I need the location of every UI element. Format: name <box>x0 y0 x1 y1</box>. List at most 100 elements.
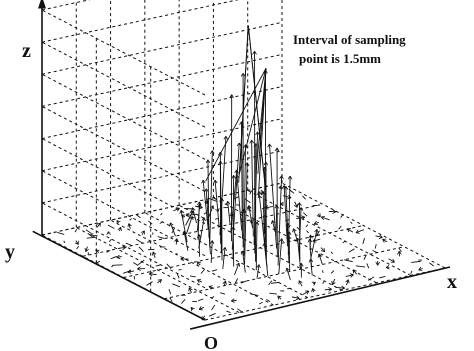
field-vector-head <box>301 215 305 218</box>
field-vector <box>293 228 299 245</box>
field-vector <box>86 236 95 239</box>
field-vector <box>324 288 332 291</box>
field-vector <box>235 288 238 293</box>
field-vector <box>176 273 180 279</box>
field-vector-head <box>270 220 273 225</box>
grid-line <box>41 105 206 192</box>
field-vector-head <box>278 185 283 189</box>
field-vector <box>159 221 164 224</box>
field-vector <box>172 283 181 288</box>
field-vector <box>185 210 194 226</box>
field-vector-head <box>241 208 245 212</box>
field-vector-head <box>227 201 231 205</box>
field-vector <box>250 293 259 296</box>
grid-line <box>144 212 309 299</box>
field-vector-head <box>277 295 282 298</box>
field-vector <box>219 136 227 236</box>
field-vector <box>205 67 267 182</box>
field-vector <box>429 262 435 267</box>
field-vector-head <box>212 205 215 210</box>
field-vector <box>208 286 214 289</box>
field-vector <box>268 280 273 286</box>
field-vector-head <box>149 271 153 275</box>
grid-line <box>281 182 446 269</box>
field-vector-head <box>169 222 171 227</box>
field-vector-head <box>152 251 157 255</box>
field-vector-head <box>209 205 214 209</box>
field-vector-head <box>265 161 269 166</box>
field-vector <box>266 299 271 302</box>
field-vector <box>239 213 243 217</box>
field-vector-head <box>177 207 180 212</box>
field-vector <box>298 207 302 253</box>
field-vector-head <box>321 215 325 218</box>
field-vector-head <box>238 262 241 267</box>
field-vector-head <box>235 262 240 266</box>
field-vector-head <box>201 217 205 221</box>
field-vector-head <box>295 298 300 301</box>
x-axis-label: x <box>447 271 457 293</box>
field-vector-head <box>269 143 272 148</box>
grid-line <box>82 203 323 257</box>
field-vector-head <box>247 207 249 211</box>
field-vector <box>230 169 238 233</box>
field-vector-head <box>251 220 255 224</box>
field-vector-head <box>310 234 313 239</box>
field-vectors <box>57 25 435 321</box>
field-vector <box>277 175 283 266</box>
field-vector-head <box>289 175 293 180</box>
field-vector <box>382 238 388 243</box>
field-vector-head <box>199 201 202 206</box>
field-vector-head <box>225 201 229 205</box>
field-vector <box>135 238 143 244</box>
field-vector-head <box>277 295 279 300</box>
field-vector <box>133 275 136 280</box>
field-vector <box>270 281 280 284</box>
field-vector-head <box>211 150 215 154</box>
field-vector-head <box>311 288 313 293</box>
field-vector <box>211 304 216 311</box>
field-vector-head <box>229 94 233 98</box>
field-vector-head <box>377 261 380 266</box>
field-vector <box>203 211 207 215</box>
field-vector-head <box>332 211 337 214</box>
field-vector-head <box>375 261 378 266</box>
field-vector <box>188 287 192 294</box>
field-vector <box>285 224 291 230</box>
field-vector-head <box>307 238 311 243</box>
field-vector-head <box>201 317 206 321</box>
field-vector <box>288 189 295 194</box>
field-vector <box>232 175 235 259</box>
field-vector-head <box>293 228 297 232</box>
field-vector <box>363 254 367 260</box>
field-vector <box>244 198 251 204</box>
field-vector <box>89 234 98 237</box>
field-vector-head <box>242 73 246 77</box>
field-vector-head <box>235 174 238 179</box>
field-vector <box>157 279 162 284</box>
field-vector-head <box>281 238 284 243</box>
field-vector <box>169 297 173 302</box>
field-vector-head <box>278 187 283 190</box>
field-vector-head <box>196 279 200 284</box>
field-vector-head <box>116 220 118 225</box>
field-vector <box>233 196 239 200</box>
field-vector-head <box>243 144 246 148</box>
grid-line <box>41 21 283 75</box>
field-vector <box>136 214 141 219</box>
field-vector-head <box>256 221 260 226</box>
field-vector <box>302 290 310 295</box>
field-vector-head <box>349 273 354 276</box>
field-vector <box>146 281 153 286</box>
field-vector-head <box>355 229 359 234</box>
field-vector-head <box>314 223 318 226</box>
origin-label: O <box>204 333 218 351</box>
field-vector-head <box>234 169 238 174</box>
field-vector <box>269 292 277 295</box>
field-vector <box>320 247 326 253</box>
field-vector <box>207 205 214 221</box>
field-vector <box>127 270 135 273</box>
field-vector-head <box>418 266 422 271</box>
field-vector <box>122 270 132 274</box>
